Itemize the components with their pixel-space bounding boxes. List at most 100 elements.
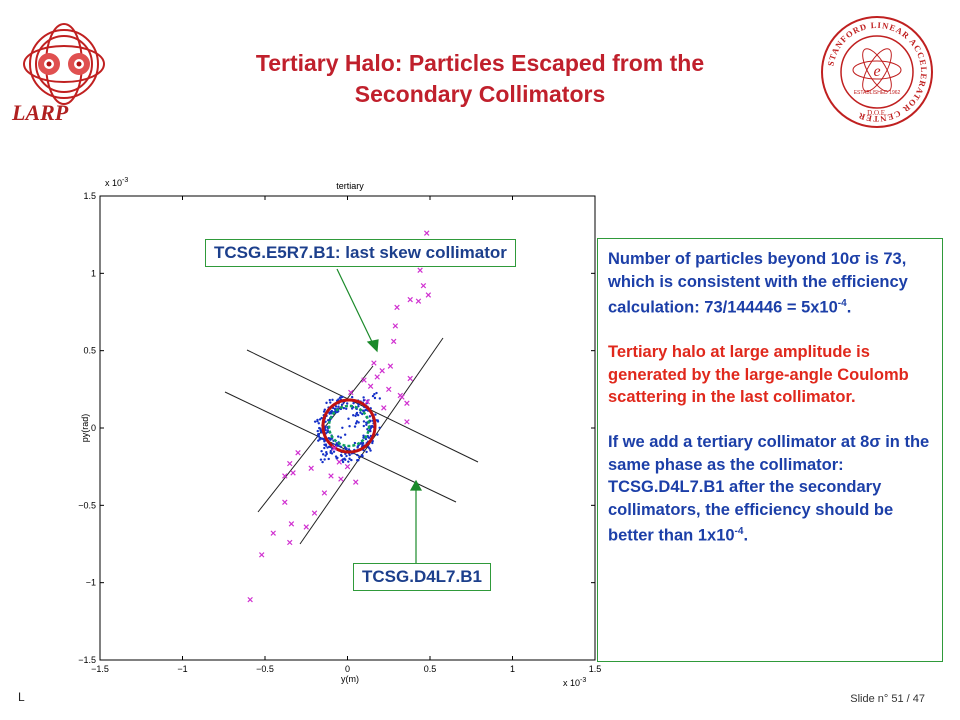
core-particle [332, 450, 336, 453]
tertiary-point [417, 267, 423, 273]
y-exponent-label: x 10-3 [105, 177, 128, 188]
core-particle [317, 422, 321, 425]
core-particle [365, 450, 368, 454]
core-particle [358, 455, 361, 459]
tertiary-point [386, 386, 392, 393]
tertiary-point [390, 338, 397, 345]
x-exponent-power: -3 [580, 677, 586, 684]
core-particle [378, 426, 381, 429]
info-paragraph-1: Number of particles beyond 10σ is 73, wh… [608, 248, 932, 319]
core-particle [353, 425, 357, 428]
arrow-top-head [366, 339, 379, 353]
core-particle [359, 442, 362, 445]
tertiary-point [371, 360, 377, 366]
core-particle [316, 429, 319, 433]
tertiary-point [415, 298, 422, 304]
arrow-bottom-head [409, 479, 423, 491]
core-particle [356, 413, 360, 417]
core-particle [371, 441, 374, 445]
seal-established: ESTABLISHED 1962 [854, 90, 901, 96]
tertiary-point [379, 368, 385, 374]
tertiary-point [404, 400, 410, 406]
core-particle [340, 403, 344, 406]
tertiary-point [381, 405, 387, 411]
slide-title: Tertiary Halo: Particles Escaped from th… [140, 48, 820, 110]
core-particle [348, 457, 351, 460]
core-particle [369, 449, 372, 452]
core-particle [320, 449, 323, 453]
x-tick-label: 0.5 [424, 664, 437, 674]
core-particle [374, 413, 377, 416]
core-particle [347, 460, 350, 463]
core-particle [331, 398, 334, 402]
info-p1-exp: -4 [837, 298, 847, 310]
tertiary-point [407, 375, 413, 382]
core-particle [335, 457, 338, 460]
core-particle [378, 397, 382, 400]
tertiary-point [303, 524, 309, 530]
x-axis-label: y(m) [341, 674, 359, 684]
core-particle [321, 460, 324, 464]
info-paragraph-3: If we add a tertiary collimator at 8σ in… [608, 431, 932, 547]
x-tick-label: −0.5 [256, 664, 274, 674]
core-particle [322, 410, 326, 413]
y-axis-label: py(rad) [80, 414, 90, 443]
core-particle [329, 411, 333, 414]
core-particle [344, 447, 348, 450]
core-particle [356, 459, 359, 462]
tertiary-point [394, 304, 400, 311]
tertiary-point [387, 363, 394, 369]
x-tick-label: −1.5 [91, 664, 109, 674]
core-particle [318, 426, 321, 430]
tertiary-point [407, 296, 413, 303]
core-particle [362, 420, 366, 423]
core-particle [319, 429, 322, 433]
core-particle [328, 418, 332, 421]
core-particle [362, 396, 365, 399]
core-particle [337, 435, 340, 438]
y-tick-label: 1 [91, 268, 96, 278]
core-particle [325, 401, 328, 405]
y-tick-label: −0.5 [78, 500, 96, 510]
core-particle [371, 394, 375, 398]
tertiary-point [311, 510, 318, 516]
tertiary-point [290, 470, 296, 476]
core-particle [373, 393, 376, 396]
core-particle [339, 445, 342, 448]
tertiary-point [392, 323, 399, 329]
tertiary-point [344, 463, 351, 470]
core-particle [323, 408, 327, 411]
tertiary-point [295, 450, 301, 456]
tertiary-point [336, 459, 342, 465]
seal-doe: D.O.E. [867, 109, 887, 117]
core-particle [323, 458, 326, 461]
tertiary-point [364, 398, 371, 405]
info-p3-mid: in the same phase as the collimator: TCS… [608, 433, 930, 545]
core-particle [328, 398, 331, 402]
core-particle [313, 420, 317, 423]
core-particle [376, 420, 380, 423]
tertiary-point [287, 539, 293, 546]
core-particle [325, 452, 328, 456]
plot-frame [99, 195, 596, 661]
y-tick-label: 1.5 [83, 191, 96, 201]
core-particle [333, 407, 337, 411]
core-particle [355, 420, 359, 423]
core-particle [361, 454, 364, 457]
core-particle [321, 453, 325, 456]
tertiary-point [404, 419, 410, 425]
callout-top: TCSG.E5R7.B1: last skew collimator [205, 239, 516, 267]
core-particle [350, 407, 354, 410]
info-p1-end: . [846, 298, 852, 317]
core-particle [339, 453, 343, 457]
core-particle [320, 437, 323, 440]
core-particle [353, 441, 357, 445]
x-exponent-label: x 10-3 [563, 677, 586, 688]
tertiary-point [420, 282, 427, 289]
y-exponent-base: x 10 [105, 178, 122, 188]
core-particle [324, 444, 328, 447]
core-particle [368, 415, 372, 418]
core-particle [337, 398, 340, 401]
tertiary-point [425, 292, 432, 298]
core-particle [339, 436, 343, 439]
